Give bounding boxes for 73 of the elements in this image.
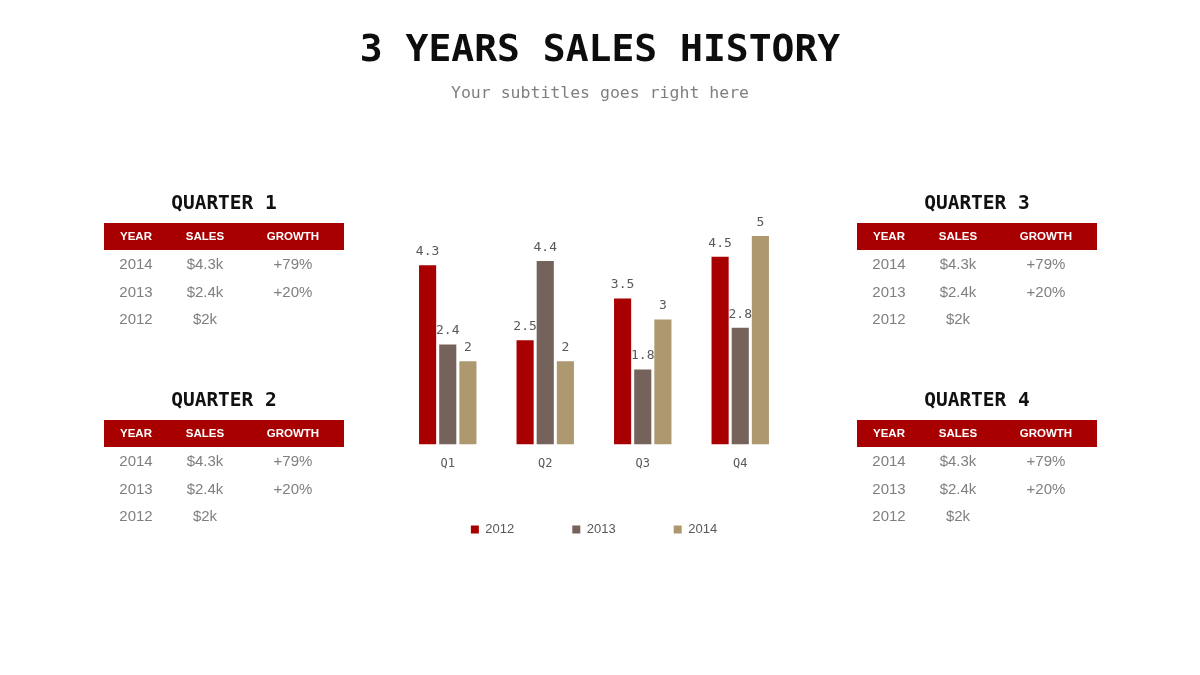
text: 2014 — [119, 255, 153, 272]
chart-title: 3 YEARS SALES HISTORY — [358, 26, 842, 70]
text: QUARTER 3 — [923, 190, 1031, 216]
data-label: 2.8 — [728, 305, 752, 321]
data-label: 2 — [463, 339, 472, 355]
chart-subtitle: Your subtitles goes right here — [450, 83, 750, 103]
bar — [516, 340, 534, 445]
x-tick-label: Q2 — [538, 455, 553, 470]
text: $2.4k — [939, 479, 977, 497]
text: 2012 — [872, 507, 906, 524]
data-label: 5 — [756, 213, 765, 229]
text: $2.4k — [186, 282, 224, 300]
text: $2k — [192, 507, 218, 524]
text: 2013 — [872, 282, 906, 300]
data-label: 1.8 — [631, 347, 655, 363]
x-tick-label: Q4 — [733, 455, 748, 470]
table-header-row: YEAR SALES GROWTH — [104, 223, 344, 250]
text: +20% — [273, 282, 313, 300]
text: +79% — [1026, 452, 1066, 469]
table-header-row: YEAR SALES GROWTH — [857, 420, 1097, 447]
data-label: 2 — [561, 339, 570, 355]
data-label: 4.4 — [533, 238, 558, 254]
text: 2012 — [119, 310, 153, 327]
text: $4.3k — [939, 452, 977, 469]
text: +79% — [1026, 255, 1066, 272]
bar — [751, 236, 769, 445]
text: 2014 — [872, 452, 906, 469]
legend-label: 2012 — [485, 521, 515, 537]
data-label: 4.3 — [415, 243, 440, 259]
text: $2k — [945, 507, 971, 524]
data-label: 2.4 — [436, 322, 460, 338]
text: 2012 — [872, 310, 906, 327]
text: +20% — [273, 479, 313, 497]
text: $2k — [192, 310, 218, 327]
text: $4.3k — [186, 255, 224, 272]
bar — [419, 265, 437, 445]
data-label: 3.5 — [610, 276, 635, 292]
x-tick-label: Q3 — [635, 455, 650, 470]
text: +79% — [273, 255, 313, 272]
text: 2013 — [872, 479, 906, 497]
bar — [459, 361, 477, 445]
text: $4.3k — [186, 452, 224, 469]
text: $2.4k — [939, 282, 977, 300]
bar — [634, 369, 652, 445]
legend-label: 2014 — [688, 521, 718, 537]
text: 2013 — [119, 479, 153, 497]
text: QUARTER 2 — [170, 387, 278, 413]
text: QUARTER 1 — [170, 190, 278, 216]
text: 2013 — [119, 282, 153, 300]
text: 2014 — [872, 255, 906, 272]
text: +79% — [273, 452, 313, 469]
text: QUARTER 4 — [923, 387, 1031, 413]
text: +20% — [1026, 479, 1066, 497]
legend-label: 2013 — [586, 521, 616, 537]
text: 2014 — [119, 452, 153, 469]
x-tick-label: Q1 — [440, 455, 455, 470]
bar — [731, 327, 749, 445]
bar — [654, 319, 672, 445]
data-label: 4.5 — [708, 234, 732, 250]
bar — [536, 261, 554, 445]
data-label: 2.5 — [513, 318, 537, 334]
text: $2.4k — [186, 479, 224, 497]
table-header-row: YEAR SALES GROWTH — [857, 223, 1097, 250]
bar — [439, 344, 457, 445]
text: 2012 — [119, 507, 153, 524]
data-label: 3 — [658, 297, 667, 313]
table-header-row: YEAR SALES GROWTH — [104, 420, 344, 447]
text: $2k — [945, 310, 971, 327]
bar — [614, 298, 632, 445]
text: +20% — [1026, 282, 1066, 300]
text: $4.3k — [939, 255, 977, 272]
bar — [556, 361, 574, 445]
bar — [711, 256, 729, 445]
